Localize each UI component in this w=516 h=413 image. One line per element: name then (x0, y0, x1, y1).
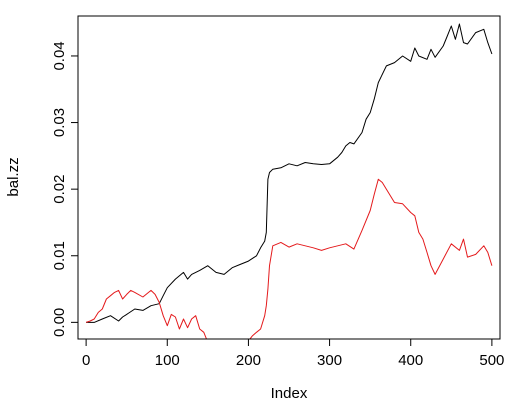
y-axis: 0.00 0.01 0.02 0.03 0.04 (51, 41, 79, 337)
y-axis-label: bal.zz (5, 157, 22, 196)
y-tick-label: 0.03 (51, 108, 68, 137)
series-line-2 (85, 178, 493, 339)
x-tick-label: 500 (479, 352, 504, 369)
plot-frame (77, 15, 501, 340)
plot-area (77, 15, 501, 340)
series-layer (85, 23, 493, 339)
y-tick-label: 0.02 (51, 175, 68, 204)
series-line-1 (86, 23, 493, 323)
y-tick-label: 0.01 (51, 241, 68, 270)
x-tick-label: 0 (82, 352, 90, 369)
x-tick-label: 300 (317, 352, 342, 369)
y-tick-label: 0.04 (51, 41, 68, 70)
y-tick-label: 0.00 (51, 308, 68, 337)
x-axis: 0 100 200 300 400 500 (82, 338, 504, 369)
x-tick-label: 400 (398, 352, 423, 369)
x-axis-label: Index (271, 385, 308, 402)
x-tick-label: 200 (236, 352, 261, 369)
x-tick-label: 100 (155, 352, 180, 369)
